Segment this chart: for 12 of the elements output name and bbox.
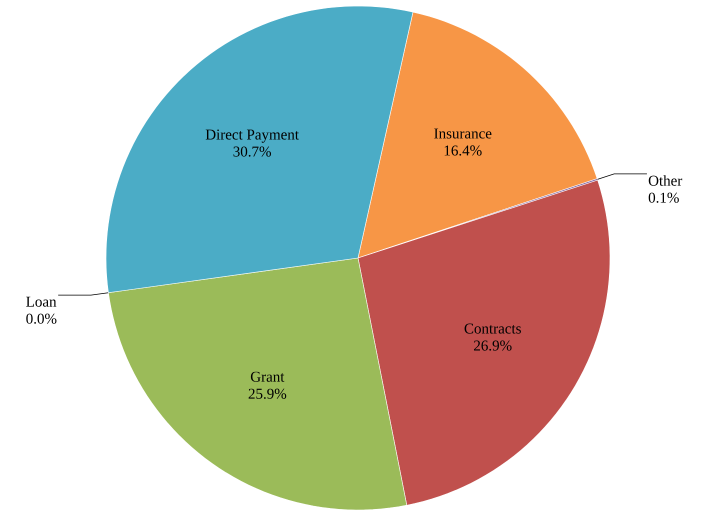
slice-label: Grant bbox=[250, 372, 284, 382]
data-label: 0.1% bbox=[648, 192, 679, 203]
data-label: 30.7% bbox=[233, 146, 271, 157]
text: 0.0% bbox=[26, 314, 56, 324]
legend-label: Loan bbox=[26, 296, 56, 307]
data-label: 26.9% bbox=[474, 340, 512, 351]
slice-label: Contracts bbox=[464, 324, 521, 334]
data-label: 16.4% bbox=[444, 145, 482, 156]
slice-label: Other bbox=[648, 175, 682, 186]
slice-label: Insurance bbox=[434, 128, 492, 139]
data-label: 25.9% bbox=[248, 388, 286, 399]
slice-label: Direct Payment bbox=[206, 130, 299, 143]
